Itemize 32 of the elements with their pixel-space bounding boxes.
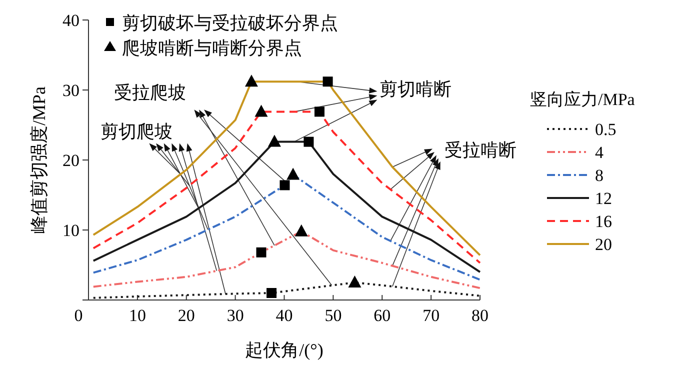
annotation: 受拉爬坡 (114, 82, 186, 102)
y-tick-label: 20 (62, 151, 80, 170)
point (266, 288, 277, 298)
x-axis-title: 起伏角/(°) (245, 340, 324, 360)
legend-label: 20 (595, 235, 612, 254)
x-tick-label: 10 (128, 306, 146, 325)
point (322, 76, 333, 87)
y-tick-label: 10 (62, 221, 80, 240)
point (244, 74, 258, 87)
legend-label: 0.5 (595, 120, 616, 139)
x-tick-label: 70 (422, 306, 440, 325)
x-tick-label: 50 (324, 306, 342, 325)
annotation: 剪切爬坡 (100, 122, 173, 142)
x-tick-label: 80 (472, 306, 488, 325)
legend-title: 竖向应力/MPa (530, 90, 636, 109)
annotation: 剪切啃断 (380, 78, 452, 99)
legend-label: 4 (595, 143, 604, 162)
legend-label: 16 (595, 212, 612, 231)
y-tick-label: 30 (62, 81, 80, 100)
x-tick-label: 20 (178, 306, 195, 325)
x-tick-label: 30 (226, 306, 244, 325)
y-axis-title: 峰值剪切强度/MPa (29, 86, 49, 234)
annotation: 受拉啃断 (444, 140, 516, 160)
y-tick-label: 40 (62, 11, 80, 30)
x-tick-label: 40 (276, 306, 293, 325)
legend-label: 爬坡啃断与啃断分界点 (122, 38, 302, 58)
legend-label: 12 (595, 189, 612, 208)
x-tick-label: 60 (374, 306, 391, 325)
legend-label: 8 (595, 166, 604, 185)
legend-label: 剪切破坏与受拉破坏分界点 (122, 13, 338, 33)
point (348, 276, 362, 288)
x-tick-label: 0 (74, 306, 83, 325)
